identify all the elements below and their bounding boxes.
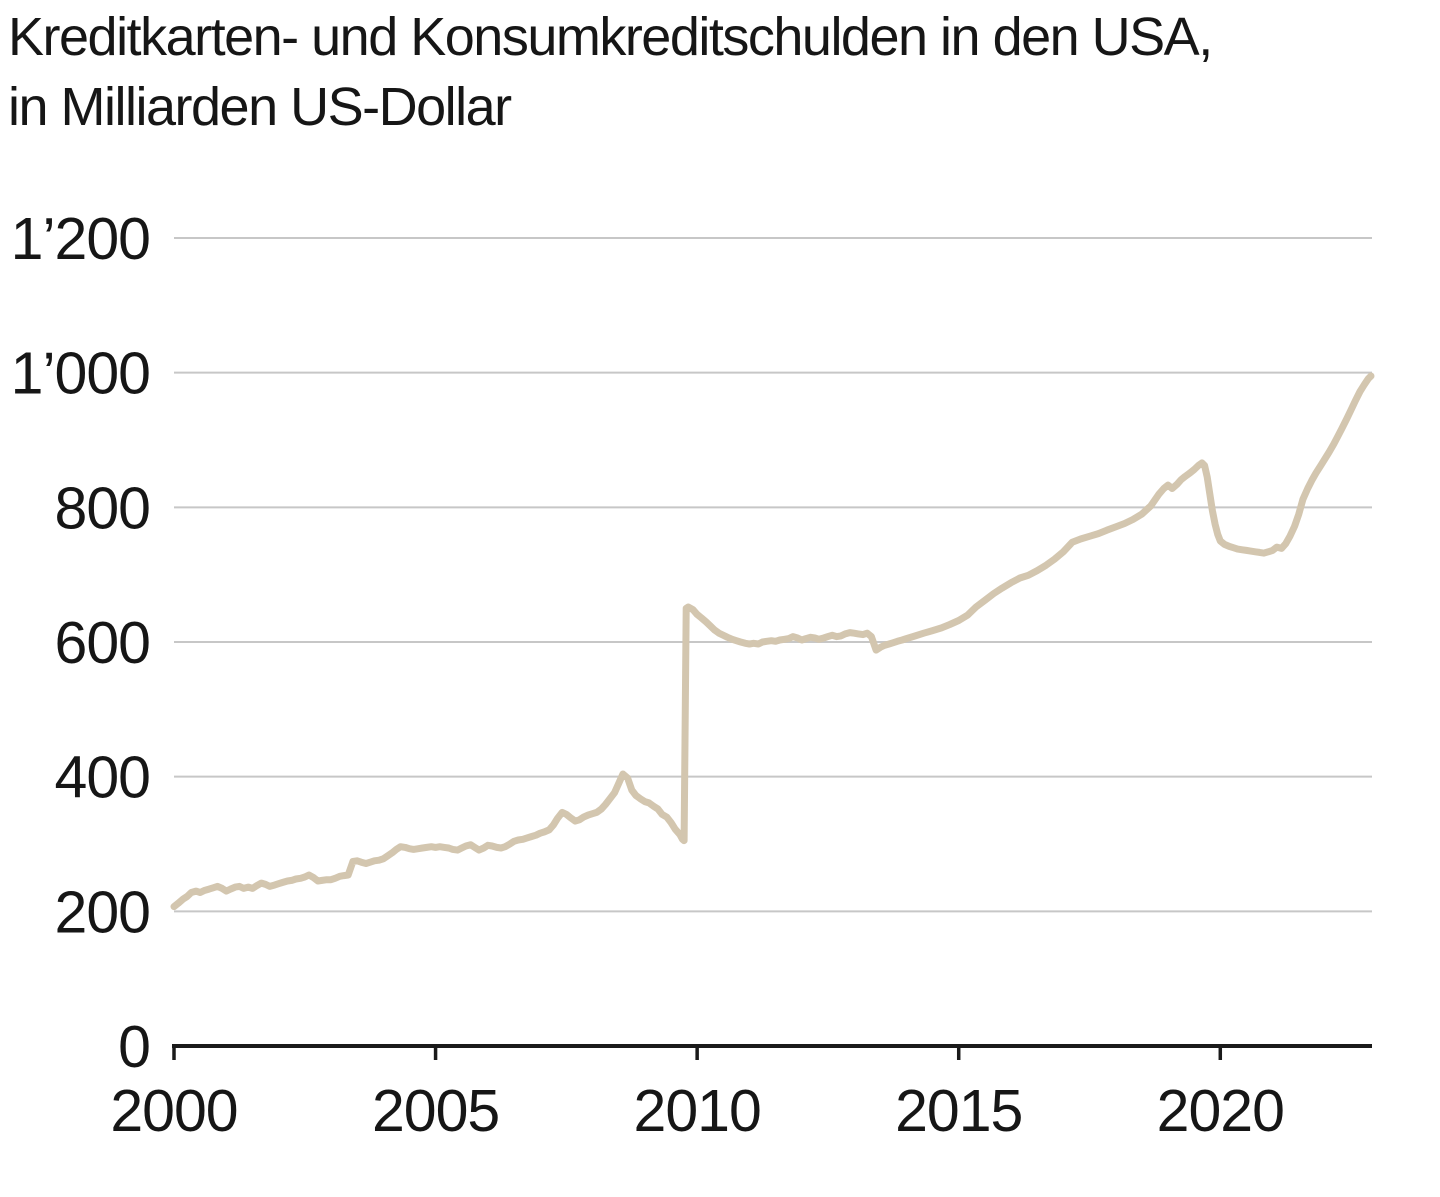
y-tick-label: 0 (118, 1014, 150, 1080)
chart-title-line-2: in Milliarden US-Dollar (8, 77, 512, 137)
data-line-consumer-debt (170, 372, 1375, 911)
y-tick-label: 600 (55, 610, 150, 676)
chart-title-line-1: Kreditkarten- und Konsumkreditschulden i… (8, 7, 1213, 67)
chart-title: Kreditkarten- und Konsumkreditschulden i… (8, 2, 1213, 142)
x-tick-label: 2015 (895, 1078, 1022, 1144)
x-tick-label: 2000 (110, 1078, 237, 1144)
y-tick-label: 1’000 (11, 341, 150, 407)
y-tick-label: 200 (55, 879, 150, 945)
x-tick-label: 2010 (634, 1078, 761, 1144)
x-tick-label: 2020 (1157, 1078, 1284, 1144)
y-tick-label: 1’200 (11, 206, 150, 272)
x-tick-label: 2005 (372, 1078, 499, 1144)
y-tick-label: 800 (55, 475, 150, 541)
y-tick-label: 400 (55, 745, 150, 811)
